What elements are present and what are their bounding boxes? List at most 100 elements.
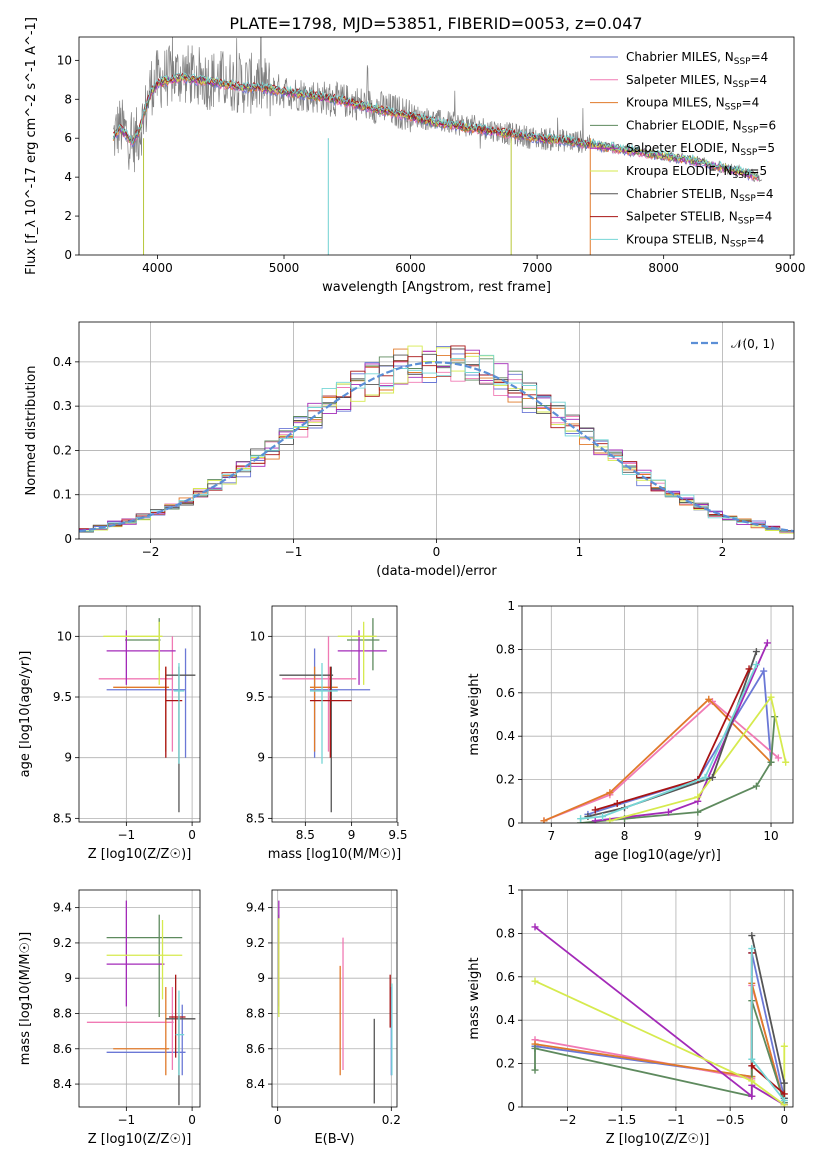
y-axis-label: mass weight <box>467 957 482 1039</box>
y-tick-label: 0 <box>64 248 72 262</box>
legend-n: =4 <box>747 232 765 246</box>
legend-sub: SSP <box>738 217 755 227</box>
x-tick-label: 7 <box>547 829 555 843</box>
legend-sub: SSP <box>734 57 751 67</box>
y-tick-label: 8 <box>64 92 72 106</box>
x-tick-label: 0 <box>433 545 441 559</box>
x-tick-label: 10 <box>763 829 778 843</box>
weight-marker-4 <box>748 1092 756 1100</box>
normal-curve <box>79 361 794 533</box>
axes-mass-Z: −1 0 8.4 8.6 8.8 9 9.2 9.4 Z [log10(Z/Z☉)] mass [… <box>18 889 201 1147</box>
y-axis-label: age [log10(age/yr)] <box>18 651 33 778</box>
axes-weight-Z: −2 −1.5 −1 −0.5 0 0 0.2 0.4 0.6 0.8 1 Z [log10(Z/Z☉… <box>467 883 794 1147</box>
axes-frame <box>521 889 794 1108</box>
x-axis-label: wavelength [Angstrom, rest frame] <box>322 280 551 295</box>
x-axis-label: E(B-V) <box>314 1132 354 1147</box>
y-tick-label: 1 <box>507 599 515 613</box>
weight-line-5 <box>534 980 786 1107</box>
weight-marker-5 <box>748 1077 756 1085</box>
weight-marker-5 <box>694 793 702 801</box>
weight-marker-2 <box>606 789 614 797</box>
legend-sub: SSP <box>742 125 759 135</box>
x-tick-label: 5000 <box>269 261 300 275</box>
histogram-6 <box>79 348 794 533</box>
legend-entry: 𝒩(0, 1) <box>731 337 775 351</box>
legend-n: =4 <box>742 96 760 110</box>
y-tick-label: 0 <box>507 1100 515 1114</box>
weight-marker-8 <box>748 1055 756 1063</box>
y-tick-label: 8.8 <box>246 1006 265 1020</box>
model-spectrum-5 <box>112 74 759 179</box>
y-tick-label: 9.4 <box>53 901 72 915</box>
legend-n: =4 <box>749 73 767 87</box>
weight-marker-3 <box>767 758 775 766</box>
weight-marker-8 <box>701 773 709 781</box>
y-tick-label: 2 <box>64 209 72 223</box>
axes-frame <box>78 889 201 1108</box>
legend-entry: Kroupa ELODIE, NSSP=5 <box>626 164 767 181</box>
data-spectrum-line <box>112 37 591 173</box>
axes-frame <box>271 605 398 823</box>
weight-marker-0 <box>760 667 768 675</box>
legend-entry: Kroupa STELIB, NSSP=4 <box>626 232 764 249</box>
legend-n: =4 <box>755 210 773 224</box>
weight-marker-3 <box>694 808 702 816</box>
weight-marker-8 <box>752 661 760 669</box>
weight-marker-3 <box>531 1066 539 1074</box>
weight-marker-8 <box>780 1096 788 1104</box>
y-tick-label: 0.2 <box>496 1057 515 1071</box>
y-axis-label: mass [log10(M/M☉)] <box>18 932 33 1065</box>
weight-marker-5 <box>531 977 539 985</box>
weight-marker-1 <box>774 754 782 762</box>
x-tick-label: 0 <box>188 1113 196 1127</box>
y-tick-label: 0.2 <box>496 773 515 787</box>
legend-n: =5 <box>749 164 767 178</box>
y-tick-label: 0.2 <box>53 443 72 457</box>
legend-entry: Chabrier ELODIE, NSSP=6 <box>626 118 776 135</box>
weight-marker-3 <box>752 782 760 790</box>
legend-n: =4 <box>751 50 769 64</box>
y-tick-label: 0.6 <box>496 686 515 700</box>
weight-line-8 <box>580 664 758 820</box>
x-axis-label: Z [log10(Z/Z☉)] <box>606 1132 710 1147</box>
weight-line-2 <box>543 698 772 822</box>
axes-age-Z: −1 0 8.5 9 9.5 10 Z [log10(Z/Z☉)] age [log10(ag… <box>18 605 201 862</box>
x-tick-label: 8.5 <box>296 828 315 842</box>
y-tick-label: 0 <box>507 816 515 830</box>
axes-frame <box>78 321 795 540</box>
y-tick-label: 9.5 <box>246 690 265 704</box>
weight-line-1 <box>543 700 779 822</box>
x-tick-label: 9000 <box>775 261 806 275</box>
legend-name: Salpeter ELODIE, N <box>626 141 740 155</box>
weight-line-1 <box>534 985 786 1103</box>
x-axis-label: Z [log10(Z/Z☉)] <box>88 1132 192 1147</box>
y-tick-label: 10 <box>250 629 265 643</box>
weight-marker-7 <box>591 806 599 814</box>
histogram-0 <box>79 346 794 533</box>
y-tick-label: 8.4 <box>246 1077 265 1091</box>
x-axis-label: age [log10(age/yr)] <box>594 848 721 863</box>
legend-entry: Salpeter MILES, NSSP=4 <box>626 73 767 90</box>
weight-marker-2 <box>705 695 713 703</box>
y-tick-label: 0.3 <box>53 399 72 413</box>
legend-sub: SSP <box>739 194 756 204</box>
y-tick-label: 9 <box>64 971 72 985</box>
legend-name: Kroupa MILES, N <box>626 96 725 110</box>
weight-marker-6 <box>752 648 760 656</box>
weight-marker-7 <box>745 665 753 673</box>
y-axis-label: Flux [f_λ 10^-17 erg cm^-2 s^-1 A^-1] <box>24 17 39 275</box>
x-tick-label: 9 <box>348 828 356 842</box>
y-tick-label: 9.2 <box>246 936 265 950</box>
legend-name: Chabrier ELODIE, N <box>626 118 742 132</box>
y-tick-label: 1 <box>507 883 515 897</box>
axes-frame <box>78 605 201 823</box>
y-tick-label: 8.6 <box>53 1042 72 1056</box>
x-axis-label: (data-model)/error <box>376 564 497 579</box>
x-tick-label: 0.2 <box>382 1113 401 1127</box>
weight-marker-7 <box>613 799 621 807</box>
weight-marker-8 <box>599 812 607 820</box>
weight-marker-5 <box>780 1042 788 1050</box>
x-tick-label: 4000 <box>142 261 173 275</box>
legend-n: =4 <box>756 187 774 201</box>
